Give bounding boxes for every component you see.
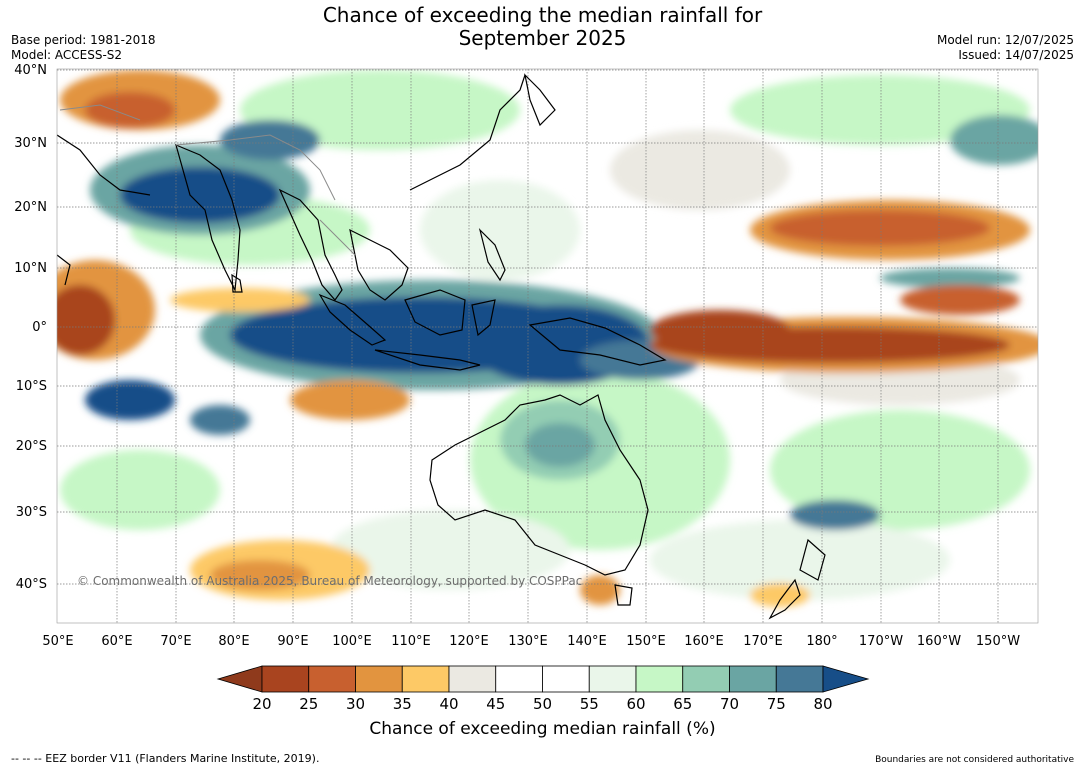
lon-label-100e: 100°E: [332, 634, 372, 649]
colorbar-under-arrow: [216, 665, 263, 693]
lat-labels: 40°N 30°N 20°N 10°N 0° 10°S 20°S 30°S 40…: [14, 63, 47, 592]
boundaries-note: Boundaries are not considered authoritat…: [875, 755, 1074, 765]
title-line-2: September 2025: [458, 26, 627, 50]
lon-label-160w: 160°W: [917, 634, 961, 649]
lat-label-10s: 10°S: [16, 379, 47, 394]
colorbar-tick-label: 75: [767, 695, 786, 713]
model-run: Model run: 12/07/2025: [936, 33, 1074, 47]
colorbar-ticks: 20 25 30 35 40 45 50 55 60 65 70 75 80: [252, 695, 832, 713]
colorbar-segment: [682, 665, 730, 693]
colorbar-over-arrow: [822, 665, 870, 693]
lon-label-70e: 70°E: [160, 634, 191, 649]
colorbar-tick-label: 35: [393, 695, 412, 713]
lon-label-150w: 150°W: [976, 634, 1020, 649]
colorbar-tick-label: 60: [626, 695, 645, 713]
lat-label-0: 0°: [32, 320, 47, 335]
lon-label-90e: 90°E: [277, 634, 308, 649]
lon-labels: 50°E 60°E 70°E 80°E 90°E 100°E 110°E 120…: [42, 634, 1020, 649]
map-frame: [56, 68, 1039, 624]
colorbar: 20 25 30 35 40 45 50 55 60 65 70 75 80: [216, 665, 870, 713]
eez-border-note: -- -- -- EEZ border V11 (Flanders Marine…: [11, 752, 320, 765]
colorbar-segment: [495, 665, 543, 693]
lat-label-20n: 20°N: [14, 200, 47, 215]
meta-left: Base period: 1981-2018 Model: ACCESS-S2: [11, 33, 156, 63]
colorbar-segment: [775, 665, 824, 693]
lon-label-150e: 150°E: [626, 634, 666, 649]
lat-label-40s: 40°S: [16, 577, 47, 592]
colorbar-segments: [261, 665, 824, 693]
colorbar-segment: [635, 665, 684, 693]
copyright-notice: © Commonwealth of Australia 2025, Bureau…: [77, 574, 583, 588]
colorbar-segment: [729, 665, 777, 693]
colorbar-segment: [401, 665, 450, 693]
colorbar-segment: [308, 665, 356, 693]
lat-label-20s: 20°S: [16, 439, 47, 454]
colorbar-tick-label: 50: [533, 695, 552, 713]
colorbar-segment: [261, 665, 310, 693]
colorbar-tick-label: 55: [580, 695, 599, 713]
lon-label-170w: 170°W: [859, 634, 903, 649]
graticule: [57, 69, 1038, 623]
colorbar-segment: [355, 665, 403, 693]
title-line-1: Chance of exceeding the median rainfall …: [322, 3, 763, 27]
colorbar-tick-label: 40: [439, 695, 458, 713]
colorbar-tick-label: 45: [486, 695, 505, 713]
colorbar-caption: Chance of exceeding median rainfall (%): [369, 719, 716, 739]
lon-label-160e: 160°E: [684, 634, 724, 649]
base-period: Base period: 1981-2018: [11, 33, 156, 47]
colorbar-segment: [542, 665, 590, 693]
colorbar-segment: [588, 665, 637, 693]
colorbar-tick-label: 80: [813, 695, 832, 713]
map-title: Chance of exceeding the median rainfall …: [0, 4, 1085, 50]
lat-label-30n: 30°N: [14, 136, 47, 151]
colorbar-tick-label: 25: [299, 695, 318, 713]
colorbar-tick-label: 20: [252, 695, 271, 713]
colorbar-tick-label: 70: [720, 695, 739, 713]
colorbar-tick-label: 65: [673, 695, 692, 713]
meta-right: Model run: 12/07/2025 Issued: 14/07/2025: [937, 33, 1074, 63]
colorbar-segment: [448, 665, 497, 693]
colorbar-tick-label: 30: [346, 695, 365, 713]
lat-label-30s: 30°S: [16, 505, 47, 520]
lon-label-110e: 110°E: [391, 634, 431, 649]
lon-label-120e: 120°E: [449, 634, 489, 649]
lat-label-40n: 40°N: [14, 63, 47, 78]
lon-label-60e: 60°E: [101, 634, 132, 649]
lon-label-50e: 50°E: [42, 634, 73, 649]
rainfall-probability-field: [57, 69, 1038, 623]
issued-date: Issued: 14/07/2025: [958, 48, 1074, 62]
lon-label-140e: 140°E: [567, 634, 607, 649]
country-borders: [59, 104, 356, 256]
lon-label-180: 180°: [806, 634, 837, 649]
coastlines: [57, 73, 826, 620]
lon-label-80e: 80°E: [218, 634, 249, 649]
model-name: Model: ACCESS-S2: [11, 48, 123, 62]
lat-label-10n: 10°N: [14, 261, 47, 276]
lon-label-170e: 170°E: [743, 634, 783, 649]
lon-label-130e: 130°E: [508, 634, 548, 649]
